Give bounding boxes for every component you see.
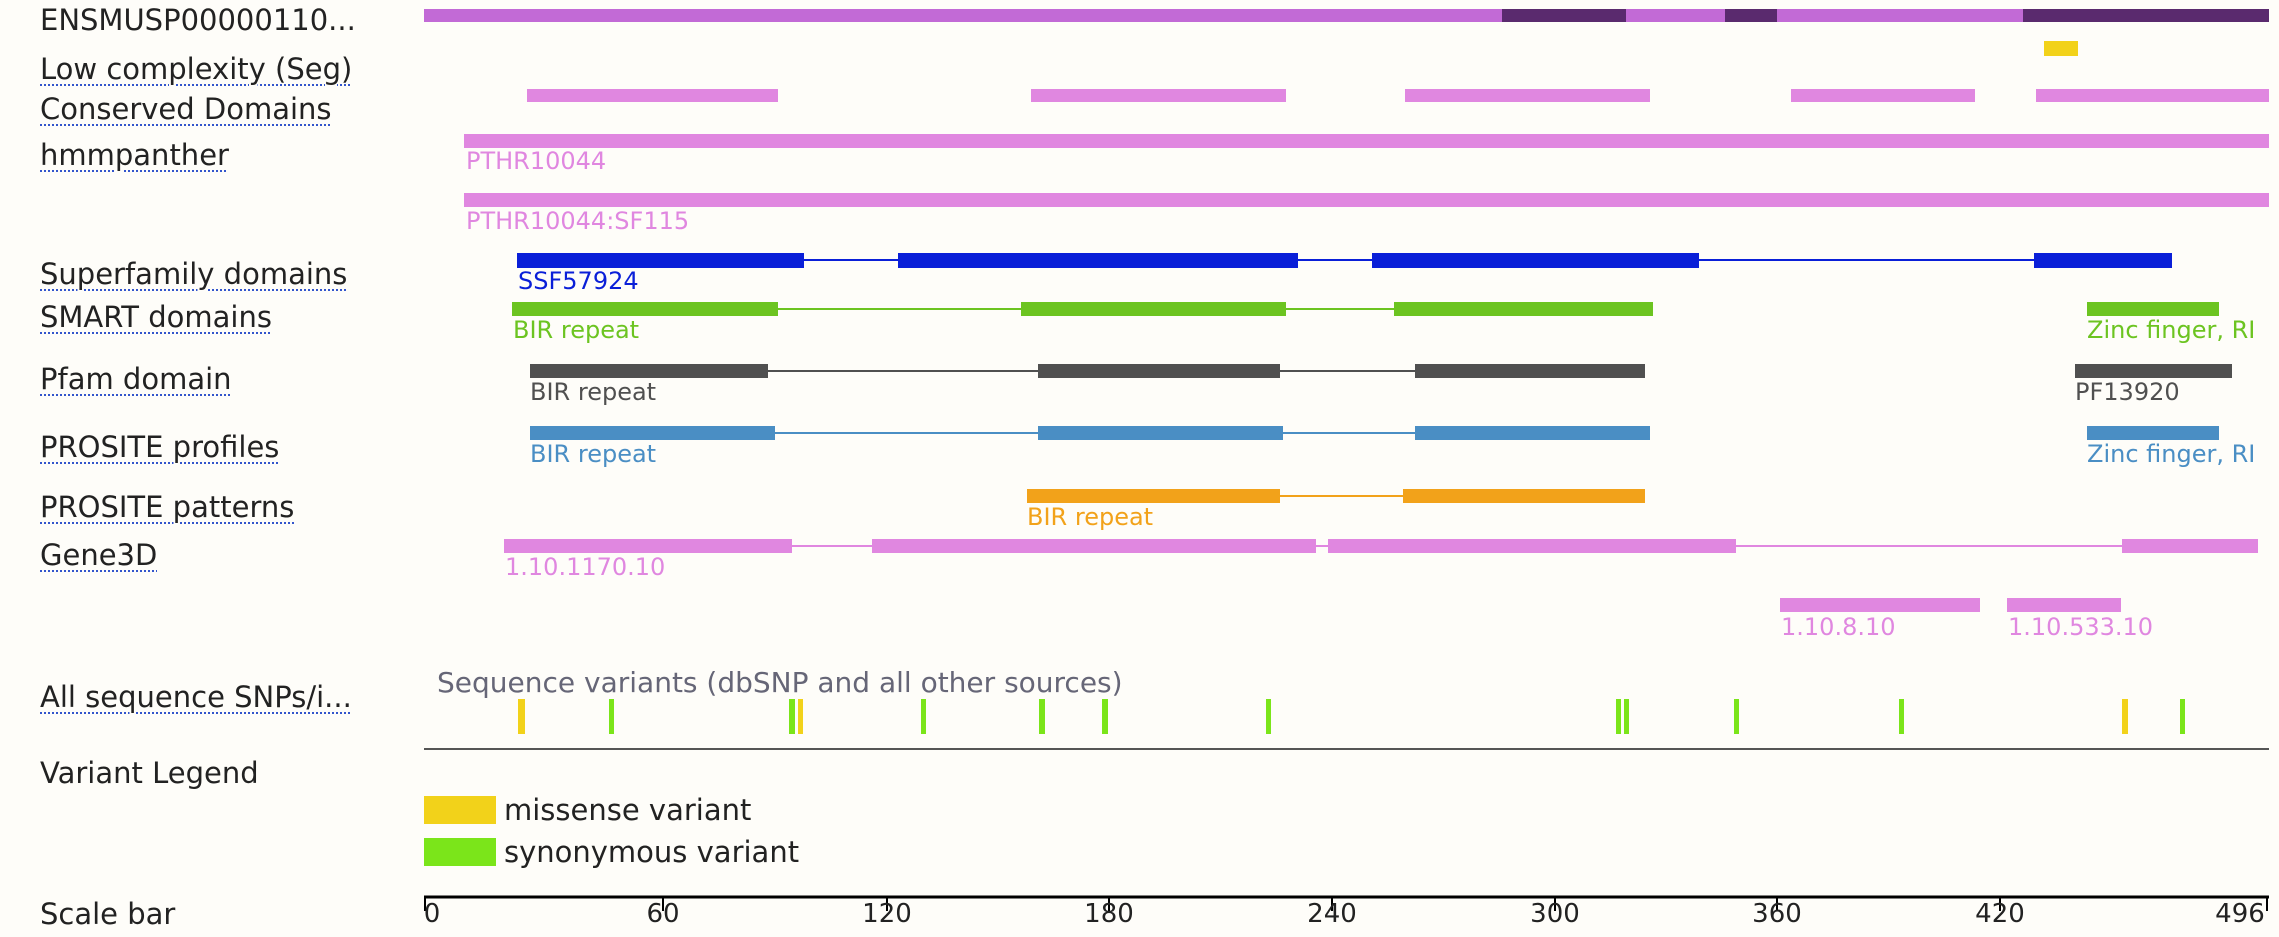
superfamily-block[interactable]	[2034, 253, 2172, 268]
track-label-scale-bar: Scale bar	[40, 897, 176, 931]
protein-bar[interactable]	[424, 9, 2269, 22]
variant-marker-synonymous[interactable]	[1624, 699, 1629, 734]
scale-tick-label: 0	[423, 899, 441, 929]
feature-label-patterns-bir: BIR repeat	[1027, 503, 1154, 531]
scale-tick-label: 60	[646, 899, 680, 929]
conserved-domain-block[interactable]	[1031, 89, 1286, 102]
feature-label-gene3d-b: 1.10.8.10	[1781, 613, 1896, 641]
variants-subtitle: Sequence variants (dbSNP and all other s…	[437, 666, 1123, 699]
conserved-domain-block[interactable]	[527, 89, 778, 102]
variant-marker-synonymous[interactable]	[1899, 699, 1904, 734]
smart-block[interactable]	[1021, 302, 1286, 316]
gene3d-block[interactable]	[504, 539, 792, 553]
track-label-conserved-domains[interactable]: Conserved Domains	[40, 92, 332, 126]
prosite-block[interactable]	[530, 426, 775, 440]
gene3d-block[interactable]	[2007, 598, 2121, 612]
protein-bar-dark-segment	[1502, 9, 1626, 22]
scale-ticks	[424, 897, 2268, 911]
protein-bar-dark-segment	[1725, 9, 1777, 22]
smart-block[interactable]	[1394, 302, 1653, 316]
pfam-block[interactable]	[1038, 364, 1280, 378]
track-label-prosite-profiles[interactable]: PROSITE profiles	[40, 430, 280, 464]
feature-label-pfam-pf: PF13920	[2075, 378, 2180, 406]
pfam-block[interactable]	[1415, 364, 1645, 378]
feature-label-pfam-bir: BIR repeat	[530, 378, 657, 406]
legend-swatch-synonymous	[424, 838, 496, 866]
feature-label-panther: PTHR10044	[466, 147, 607, 175]
scale-tick-label: 240	[1307, 899, 1357, 929]
scale-tick-label: 496	[2215, 899, 2265, 929]
variant-marker-synonymous[interactable]	[1266, 699, 1271, 734]
track-label-superfamily[interactable]: Superfamily domains	[40, 257, 348, 291]
track-label-smart[interactable]: SMART domains	[40, 300, 272, 334]
variant-marker-synonymous[interactable]	[609, 699, 614, 734]
prosite-block[interactable]	[1038, 426, 1283, 440]
variant-marker-synonymous[interactable]	[921, 699, 926, 734]
legend-label-missense: missense variant	[504, 793, 752, 827]
variant-marker-missense[interactable]	[2122, 699, 2128, 734]
track-label-hmmpanther[interactable]: hmmpanther	[40, 138, 229, 172]
feature-label-panther-sf: PTHR10044:SF115	[466, 207, 690, 235]
feature-label-prosite-bir: BIR repeat	[530, 440, 657, 468]
variant-marker-missense[interactable]	[518, 699, 525, 734]
variant-marker-synonymous[interactable]	[2180, 699, 2185, 734]
track-label-low-complexity[interactable]: Low complexity (Seg)	[40, 52, 353, 86]
feature-label-smart-bir: BIR repeat	[513, 316, 640, 344]
scale-tick-label: 300	[1530, 899, 1580, 929]
patterns-block[interactable]	[1403, 489, 1645, 503]
gene3d-block[interactable]	[1780, 598, 1980, 612]
legend-swatch-missense	[424, 796, 496, 824]
variant-marker-synonymous[interactable]	[789, 699, 795, 734]
pfam-block[interactable]	[2075, 364, 2232, 378]
variant-marker-missense[interactable]	[798, 699, 803, 734]
feature-label-gene3d-a: 1.10.1170.10	[505, 553, 666, 581]
prosite-block[interactable]	[2087, 426, 2219, 440]
variant-markers	[518, 699, 2185, 734]
scale-tick-label: 420	[1975, 899, 2025, 929]
track-label-gene3d[interactable]: Gene3D	[40, 538, 158, 572]
smart-block[interactable]	[512, 302, 778, 316]
track-label-variant-legend: Variant Legend	[40, 756, 259, 790]
variant-marker-synonymous[interactable]	[1039, 699, 1045, 734]
variant-marker-synonymous[interactable]	[1102, 699, 1108, 734]
superfamily-block[interactable]	[898, 253, 1298, 268]
scale-tick-label: 120	[862, 899, 912, 929]
superfamily-block[interactable]	[1372, 253, 1699, 268]
hmmpanther-bar-2[interactable]	[464, 193, 2269, 207]
conserved-domain-block[interactable]	[1405, 89, 1650, 102]
pfam-block[interactable]	[530, 364, 768, 378]
patterns-block[interactable]	[1027, 489, 1280, 503]
variant-marker-synonymous[interactable]	[1616, 699, 1621, 734]
track-label-prosite-patterns[interactable]: PROSITE patterns	[40, 490, 295, 524]
variant-marker-synonymous[interactable]	[1734, 699, 1739, 734]
superfamily-block[interactable]	[517, 253, 804, 268]
hmmpanther-bar-1[interactable]	[464, 134, 2269, 148]
conserved-domain-block[interactable]	[1791, 89, 1975, 102]
legend-label-synonymous: synonymous variant	[504, 835, 800, 869]
track-label-protein[interactable]: ENSMUSP00000110...	[40, 3, 356, 37]
gene3d-block[interactable]	[1328, 539, 1736, 553]
low-complexity-segment[interactable]	[2044, 41, 2078, 56]
gene3d-block[interactable]	[872, 539, 1316, 553]
scale-tick-label: 360	[1752, 899, 1802, 929]
prosite-block[interactable]	[1415, 426, 1650, 440]
smart-block[interactable]	[2087, 302, 2219, 316]
feature-label-smart-zinc: Zinc finger, RI	[2087, 317, 2256, 343]
track-label-pfam[interactable]: Pfam domain	[40, 362, 232, 396]
conserved-domain-block[interactable]	[2036, 89, 2269, 102]
feature-label-gene3d-c: 1.10.533.10	[2008, 613, 2154, 641]
protein-bar-dark-segment	[2023, 9, 2269, 22]
feature-label-prosite-zinc: Zinc finger, RI	[2087, 441, 2256, 467]
gene3d-block[interactable]	[2122, 539, 2258, 553]
scale-tick-label: 180	[1084, 899, 1134, 929]
track-label-snps[interactable]: All sequence SNPs/i...	[40, 680, 352, 714]
feature-label-superfamily: SSF57924	[518, 267, 639, 295]
